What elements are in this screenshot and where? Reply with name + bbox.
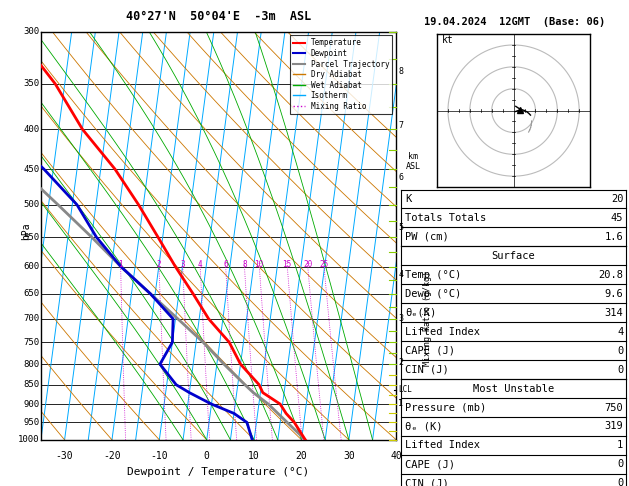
Text: 8: 8	[398, 67, 403, 75]
Text: 5: 5	[398, 223, 403, 232]
Text: 0: 0	[617, 364, 623, 375]
Text: 450: 450	[23, 165, 40, 174]
Text: θₑ(K): θₑ(K)	[405, 308, 437, 318]
Text: 1: 1	[398, 399, 403, 408]
Text: Lifted Index: Lifted Index	[405, 327, 480, 337]
Text: 40°27'N  50°04'E  -3m  ASL: 40°27'N 50°04'E -3m ASL	[126, 10, 311, 23]
Text: 4: 4	[198, 260, 203, 269]
Text: Temp (°C): Temp (°C)	[405, 270, 461, 280]
Text: Most Unstable: Most Unstable	[473, 383, 554, 394]
Text: 400: 400	[23, 124, 40, 134]
Text: 4: 4	[617, 327, 623, 337]
Text: -30: -30	[56, 451, 74, 462]
Text: CIN (J): CIN (J)	[405, 478, 449, 486]
Text: 900: 900	[23, 399, 40, 409]
Text: -20: -20	[103, 451, 121, 462]
Text: 7: 7	[398, 121, 403, 130]
Text: 319: 319	[604, 421, 623, 432]
Text: 6: 6	[398, 174, 403, 183]
Text: 25: 25	[320, 260, 328, 269]
Text: PW (cm): PW (cm)	[405, 232, 449, 242]
Text: 20: 20	[296, 451, 308, 462]
Text: 19.04.2024  12GMT  (Base: 06): 19.04.2024 12GMT (Base: 06)	[424, 17, 605, 27]
Text: 650: 650	[23, 289, 40, 298]
Text: 314: 314	[604, 308, 623, 318]
Text: CAPE (J): CAPE (J)	[405, 346, 455, 356]
Text: 8: 8	[242, 260, 247, 269]
Text: 750: 750	[604, 402, 623, 413]
Text: 1000: 1000	[18, 435, 40, 444]
Text: 950: 950	[23, 418, 40, 427]
Text: 9.6: 9.6	[604, 289, 623, 299]
Text: 0: 0	[204, 451, 209, 462]
Text: kt: kt	[442, 35, 453, 45]
Text: 20: 20	[303, 260, 312, 269]
Text: CIN (J): CIN (J)	[405, 364, 449, 375]
Text: K: K	[405, 194, 411, 204]
Text: 800: 800	[23, 360, 40, 369]
Text: Lifted Index: Lifted Index	[405, 440, 480, 451]
Text: 1: 1	[118, 260, 123, 269]
Text: 0: 0	[617, 346, 623, 356]
Text: 30: 30	[343, 451, 355, 462]
Text: 1.6: 1.6	[604, 232, 623, 242]
Text: 700: 700	[23, 314, 40, 323]
Text: 10: 10	[255, 260, 264, 269]
Text: Mixing Ratio (g/kg): Mixing Ratio (g/kg)	[423, 271, 431, 366]
Text: θₑ (K): θₑ (K)	[405, 421, 443, 432]
Text: 500: 500	[23, 200, 40, 209]
Text: Surface: Surface	[492, 251, 535, 261]
Text: CAPE (J): CAPE (J)	[405, 459, 455, 469]
Text: 2: 2	[398, 358, 403, 366]
Text: 10: 10	[248, 451, 260, 462]
Text: 600: 600	[23, 262, 40, 271]
Text: 4: 4	[398, 270, 403, 279]
Text: Dewpoint / Temperature (°C): Dewpoint / Temperature (°C)	[128, 468, 309, 477]
Text: 550: 550	[23, 233, 40, 242]
Text: km
ASL: km ASL	[405, 152, 420, 171]
Text: 3: 3	[398, 314, 403, 323]
Legend: Temperature, Dewpoint, Parcel Trajectory, Dry Adiabat, Wet Adiabat, Isotherm, Mi: Temperature, Dewpoint, Parcel Trajectory…	[290, 35, 392, 114]
Text: LCL: LCL	[398, 385, 412, 394]
Text: 0: 0	[617, 478, 623, 486]
Text: 300: 300	[23, 27, 40, 36]
Text: 750: 750	[23, 338, 40, 347]
Text: 0: 0	[617, 459, 623, 469]
Text: 40: 40	[391, 451, 402, 462]
Text: hPa: hPa	[21, 222, 31, 240]
Text: 45: 45	[611, 213, 623, 223]
Text: 6: 6	[223, 260, 228, 269]
Text: 15: 15	[282, 260, 292, 269]
Text: -10: -10	[150, 451, 168, 462]
Text: Dewp (°C): Dewp (°C)	[405, 289, 461, 299]
Text: 850: 850	[23, 380, 40, 389]
Text: 1: 1	[617, 440, 623, 451]
Text: Pressure (mb): Pressure (mb)	[405, 402, 486, 413]
Text: 20.8: 20.8	[598, 270, 623, 280]
Text: 350: 350	[23, 79, 40, 88]
Text: 20: 20	[611, 194, 623, 204]
Text: Totals Totals: Totals Totals	[405, 213, 486, 223]
Text: 3: 3	[181, 260, 185, 269]
Text: 2: 2	[157, 260, 161, 269]
